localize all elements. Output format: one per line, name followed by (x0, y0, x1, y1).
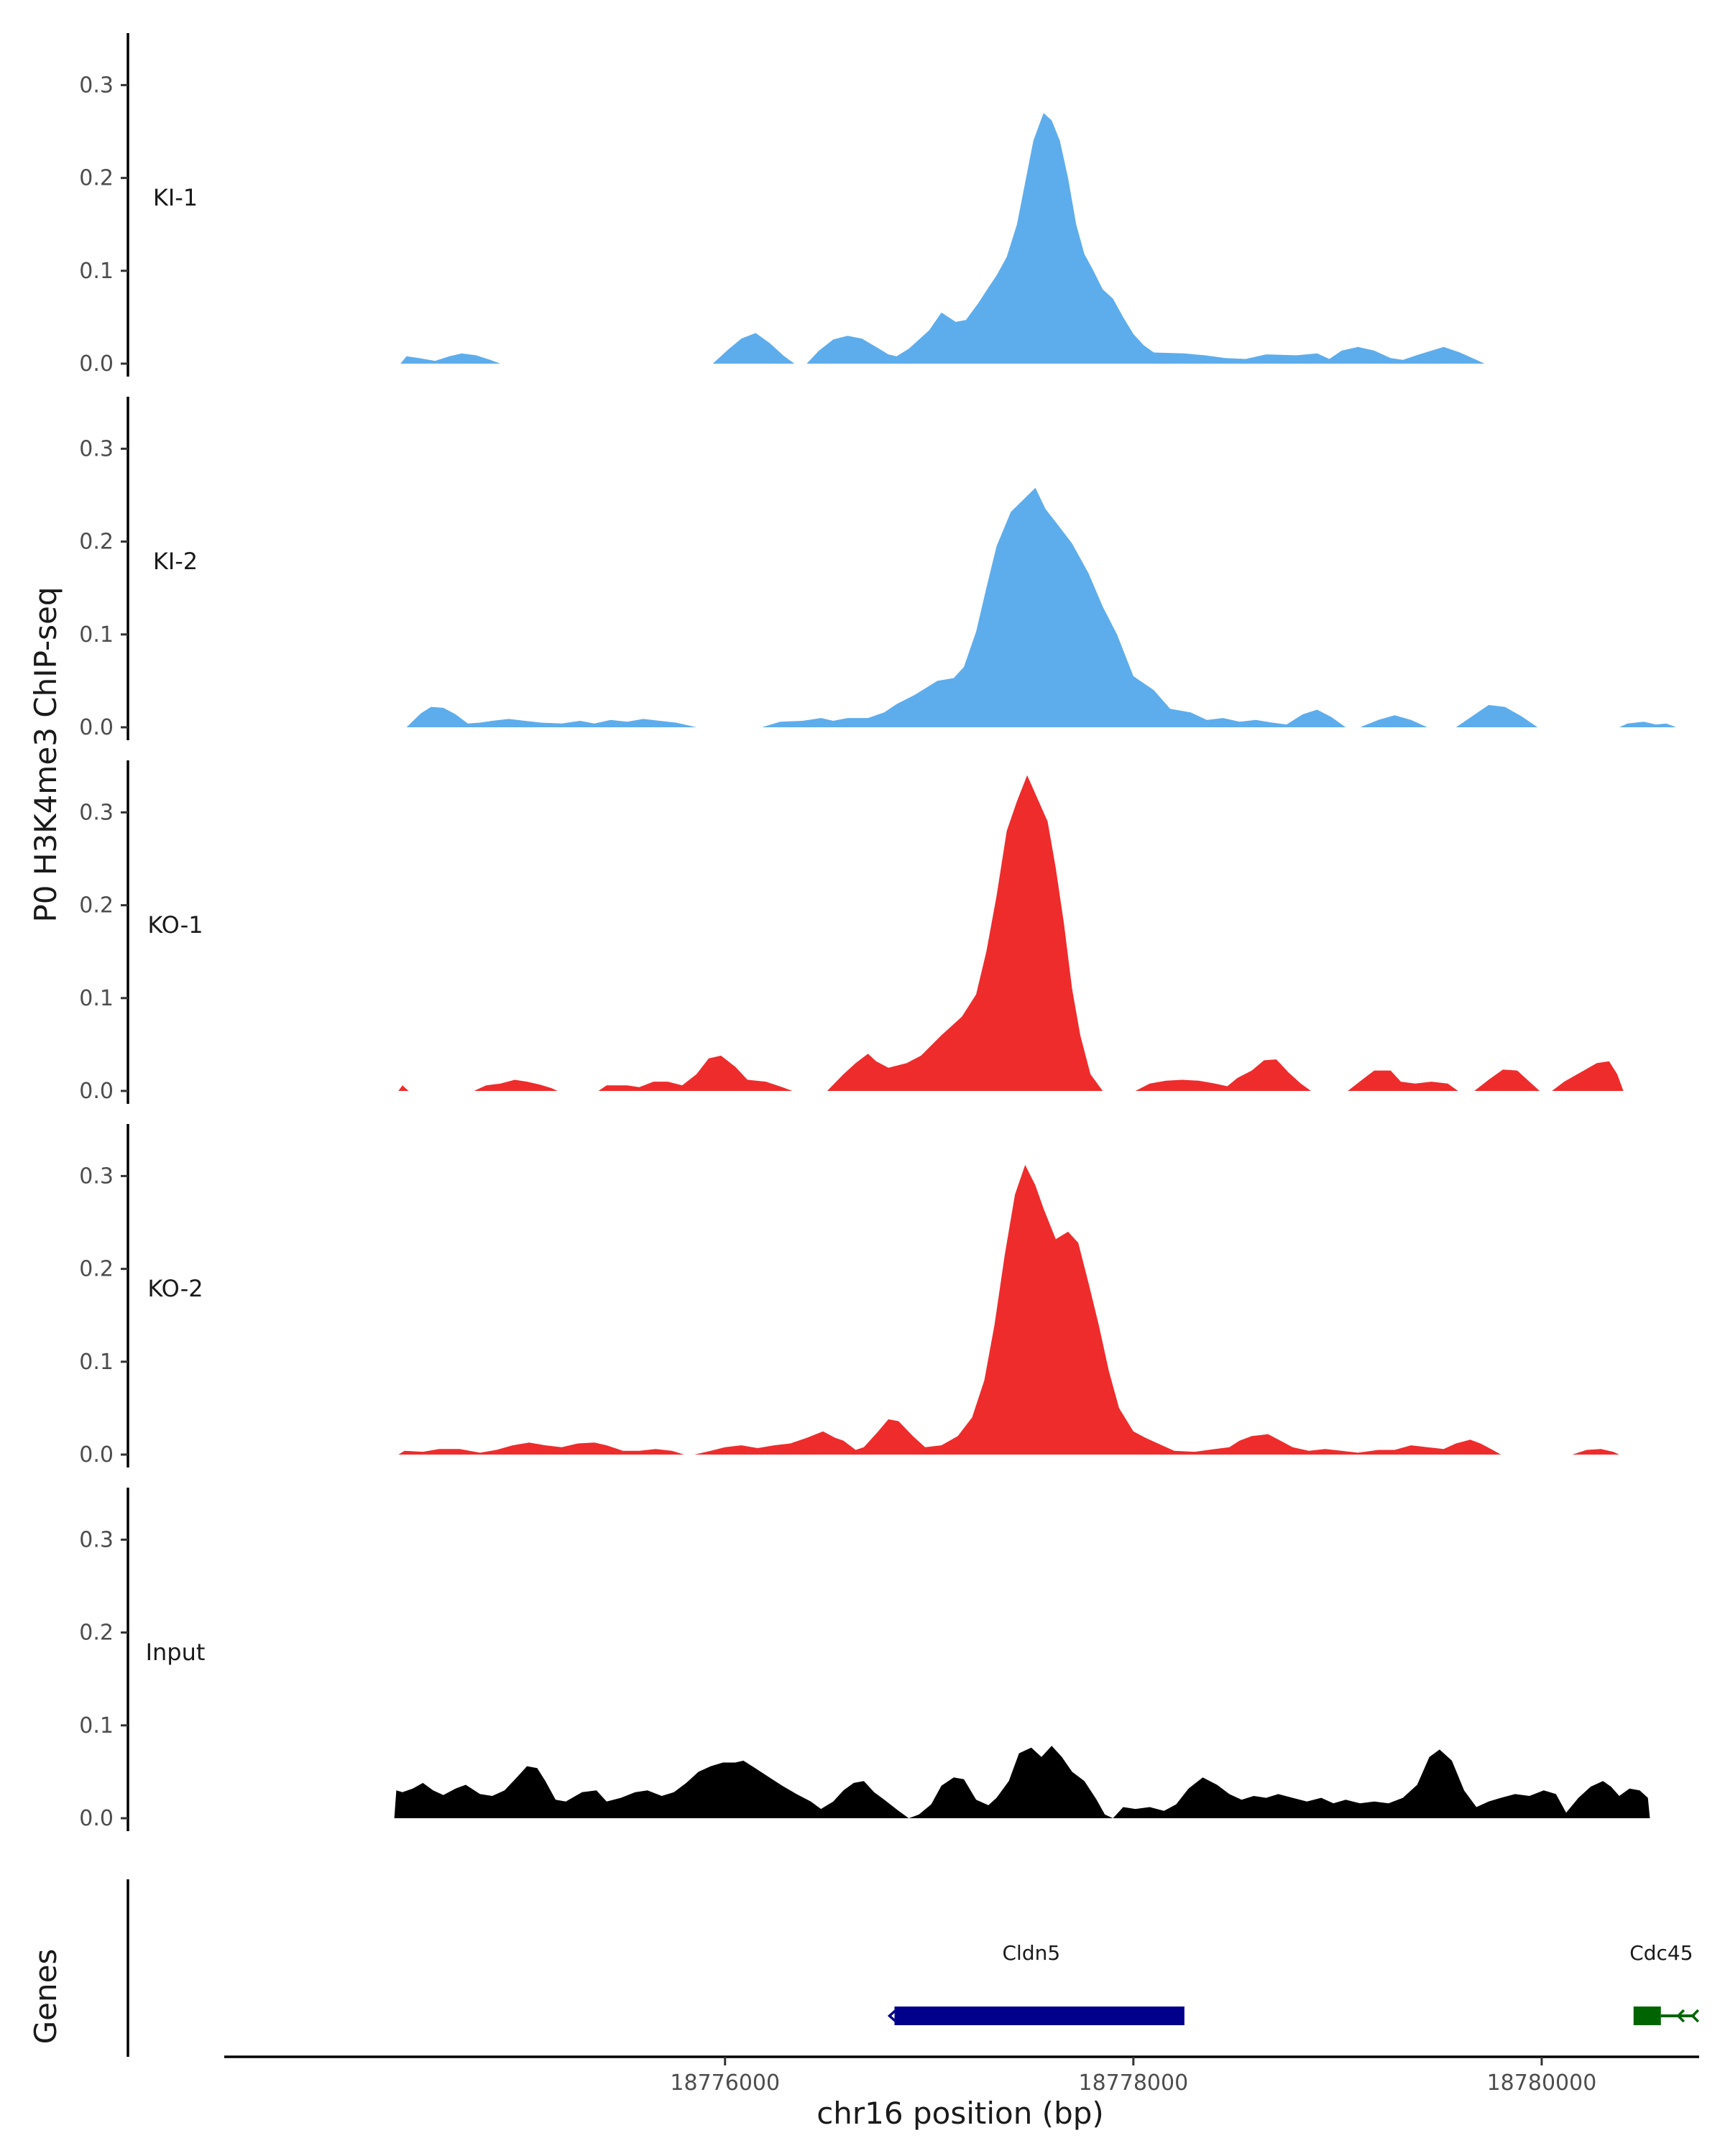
strand-arrow (1676, 2009, 1685, 2023)
y-tick-label: 0.1 (79, 986, 114, 1011)
track-panel-ki-2: 0.0 0.1 0.2 0.3 KI-2 (79, 397, 1677, 740)
gene-body (894, 2007, 1184, 2025)
y-tick-label: 0.2 (79, 893, 114, 918)
track-label: KO-2 (147, 1275, 203, 1302)
y-tick-label: 0.1 (79, 1713, 114, 1738)
coverage-area (1455, 705, 1538, 727)
y-tick-label: 0.1 (79, 622, 114, 648)
strand-arrow (1176, 2009, 1184, 2023)
tracks-group: 0.00.10.20.3KI-10.00.10.20.3KI-20.00.10.… (79, 33, 1677, 1831)
x-tick-label: 18778000 (1079, 2070, 1189, 2096)
coverage-area (1348, 1070, 1458, 1091)
y-tick-label: 0.0 (79, 715, 114, 740)
y-tick-label: 0.0 (79, 1442, 114, 1468)
gene-label: Cdc45 (1629, 1941, 1693, 1965)
track-panel-ko-1: 0.0 0.1 0.2 0.3 KO-1 (79, 760, 1624, 1104)
coverage-area (1135, 1059, 1311, 1091)
y-tick-label: 0.3 (79, 1527, 114, 1552)
track-panel-ki-1: 0.0 0.1 0.2 0.3 KI-1 (79, 33, 1485, 377)
y-tick-label: 0.3 (79, 1164, 114, 1189)
y-axis-title: P0 H3K4me3 ChIP-seq (28, 586, 63, 922)
track-label: KO-1 (147, 911, 203, 939)
genes-panel: Cldn5 Cdc45 (126, 1879, 1700, 2057)
y-tick-label: 0.2 (79, 1257, 114, 1282)
track-label: KI-2 (153, 548, 198, 575)
genes-panel-title: Genes (28, 1949, 63, 2045)
track-panel-input: 0.0 0.1 0.2 0.3 Input (79, 1488, 1650, 1831)
y-tick-label: 0.2 (79, 530, 114, 555)
coverage-area (1360, 715, 1427, 727)
x-tick-label: 18780000 (1487, 2070, 1597, 2096)
y-tick-label: 0.0 (79, 351, 114, 377)
y-tick-label: 0.2 (79, 1621, 114, 1646)
coverage-area (398, 1442, 684, 1455)
coverage-area (1619, 722, 1677, 727)
x-axis-title: chr16 position (bp) (816, 2096, 1104, 2131)
coverage-area (398, 1085, 409, 1091)
coverage-area (1552, 1061, 1624, 1091)
coverage-area (694, 1164, 1501, 1455)
y-tick-label: 0.3 (79, 73, 114, 98)
track-panel-ko-2: 0.0 0.1 0.2 0.3 KO-2 (79, 1124, 1619, 1468)
track-label: Input (146, 1639, 206, 1666)
y-tick-label: 0.3 (79, 800, 114, 825)
strand-arrow (887, 2009, 897, 2023)
x-axis: 18776000 18778000 18780000 (224, 2055, 1699, 2096)
coverage-area (712, 333, 795, 364)
coverage-area (400, 353, 501, 364)
coverage-area (406, 706, 696, 727)
coverage-area (598, 1055, 793, 1091)
strand-arrow (1690, 2009, 1700, 2023)
y-tick-label: 0.2 (79, 166, 114, 191)
coverage-area (1572, 1449, 1619, 1455)
coverage-area (1474, 1069, 1540, 1091)
track-label: KI-1 (153, 184, 198, 211)
coverage-area (394, 1746, 1650, 1818)
y-tick-label: 0.0 (79, 1079, 114, 1104)
coverage-area (761, 487, 1346, 727)
y-tick-label: 0.0 (79, 1806, 114, 1831)
y-tick-label: 0.1 (79, 1350, 114, 1375)
gene-cldn5: Cldn5 (887, 1941, 1184, 2025)
y-tick-label: 0.3 (79, 436, 114, 461)
coverage-area (827, 775, 1103, 1091)
x-tick-label: 18776000 (670, 2070, 780, 2096)
y-tick-label: 0.1 (79, 259, 114, 284)
gene-exon (1633, 2007, 1661, 2025)
gene-label: Cldn5 (1002, 1941, 1060, 1965)
gene-cdc45: Cdc45 (1629, 1941, 1700, 2025)
coverage-area (474, 1079, 558, 1091)
